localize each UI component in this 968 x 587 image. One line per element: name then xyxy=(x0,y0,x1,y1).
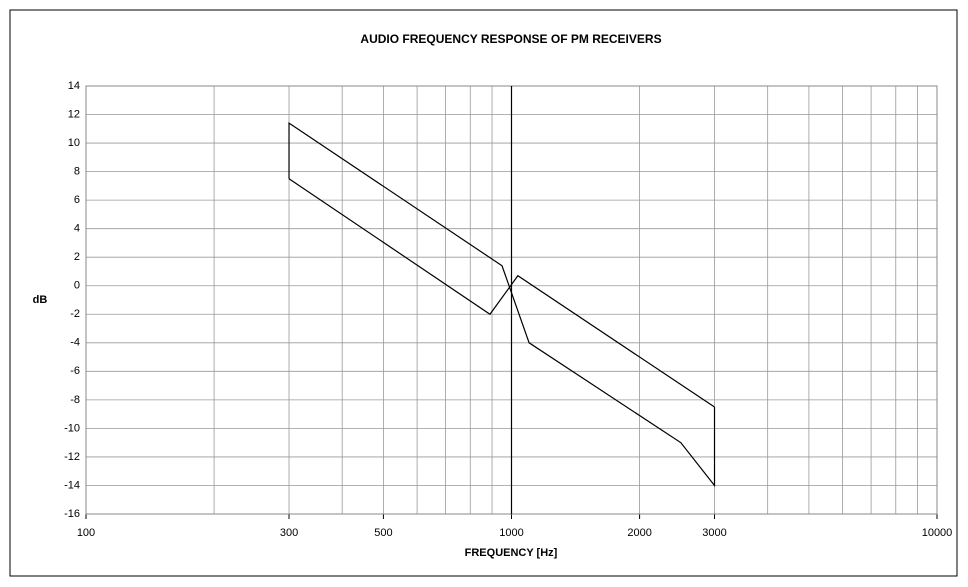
y-tick-label: 12 xyxy=(68,108,80,120)
y-tick-label: 4 xyxy=(74,223,80,235)
x-tick-label: 500 xyxy=(374,527,392,539)
x-tick-label: 3000 xyxy=(702,527,726,539)
y-tick-label: -10 xyxy=(64,422,80,434)
chart-title: AUDIO FREQUENCY RESPONSE OF PM RECEIVERS xyxy=(360,32,661,46)
y-tick-label: 0 xyxy=(74,280,80,292)
y-axis-label: dB xyxy=(33,294,48,306)
x-tick-label: 1000 xyxy=(499,527,523,539)
y-tick-label: -16 xyxy=(64,508,80,520)
y-tick-label: 14 xyxy=(68,80,80,92)
x-tick-label: 100 xyxy=(77,527,95,539)
x-tick-label: 2000 xyxy=(627,527,651,539)
x-tick-label: 300 xyxy=(280,527,298,539)
y-tick-label: -14 xyxy=(64,479,80,491)
y-tick-label: -2 xyxy=(70,308,80,320)
y-tick-label: -12 xyxy=(64,451,80,463)
y-tick-label: 2 xyxy=(74,251,80,263)
y-tick-label: -8 xyxy=(70,394,80,406)
y-tick-label: -4 xyxy=(70,337,80,349)
y-tick-label: -6 xyxy=(70,365,80,377)
x-axis-label: FREQUENCY [Hz] xyxy=(465,547,558,559)
x-tick-label: 10000 xyxy=(922,527,953,539)
y-tick-label: 8 xyxy=(74,166,80,178)
series-line xyxy=(288,178,715,408)
series-line xyxy=(288,121,716,488)
y-tick-label: 10 xyxy=(68,137,80,149)
y-tick-label: 6 xyxy=(74,194,80,206)
